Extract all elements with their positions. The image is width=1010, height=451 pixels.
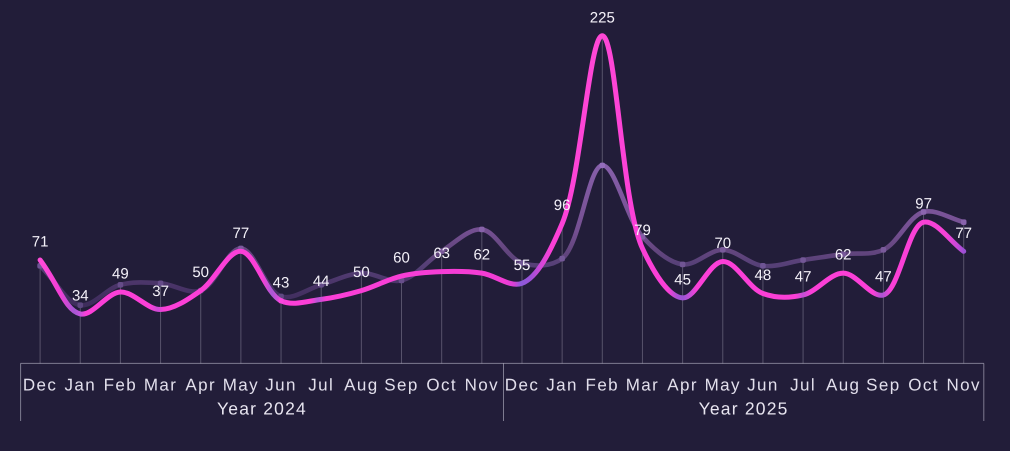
svg-text:Year 2025: Year 2025 [699, 399, 789, 419]
svg-text:45: 45 [674, 271, 691, 288]
svg-text:50: 50 [353, 264, 370, 281]
svg-text:Jul: Jul [790, 376, 816, 395]
svg-text:62: 62 [473, 247, 490, 264]
svg-text:96: 96 [554, 197, 571, 214]
svg-text:Year 2024: Year 2024 [217, 399, 307, 419]
svg-text:37: 37 [152, 283, 169, 300]
svg-text:48: 48 [755, 267, 772, 284]
svg-text:43: 43 [273, 274, 290, 291]
svg-text:77: 77 [955, 225, 972, 242]
svg-text:Jun: Jun [265, 376, 297, 395]
svg-text:Aug: Aug [826, 376, 860, 395]
svg-text:70: 70 [714, 235, 731, 252]
svg-text:49: 49 [112, 266, 129, 283]
svg-text:Sep: Sep [866, 376, 900, 395]
svg-text:Oct: Oct [908, 376, 939, 395]
svg-text:47: 47 [795, 269, 812, 286]
svg-text:Feb: Feb [586, 376, 620, 395]
svg-text:Sep: Sep [384, 376, 418, 395]
svg-text:60: 60 [393, 250, 410, 267]
svg-text:62: 62 [835, 247, 852, 264]
svg-text:Jan: Jan [64, 376, 96, 395]
svg-text:Nov: Nov [946, 376, 980, 395]
svg-text:Jun: Jun [747, 376, 779, 395]
svg-text:Jan: Jan [546, 376, 578, 395]
svg-text:Oct: Oct [426, 376, 457, 395]
svg-text:34: 34 [72, 287, 89, 304]
svg-text:225: 225 [590, 9, 615, 26]
svg-text:Apr: Apr [185, 376, 216, 395]
svg-text:47: 47 [875, 269, 892, 286]
svg-text:Feb: Feb [104, 376, 138, 395]
svg-text:May: May [705, 376, 741, 395]
svg-text:44: 44 [313, 273, 330, 290]
svg-text:55: 55 [514, 257, 531, 274]
svg-text:May: May [223, 376, 259, 395]
svg-text:77: 77 [233, 225, 250, 242]
svg-text:Jul: Jul [308, 376, 334, 395]
svg-text:Apr: Apr [667, 376, 698, 395]
svg-text:97: 97 [915, 196, 932, 213]
svg-text:50: 50 [192, 264, 209, 281]
svg-text:Mar: Mar [626, 376, 659, 395]
svg-text:79: 79 [634, 222, 651, 239]
svg-text:63: 63 [433, 245, 450, 262]
svg-text:Nov: Nov [465, 376, 499, 395]
svg-text:Dec: Dec [505, 376, 539, 395]
svg-text:Aug: Aug [344, 376, 378, 395]
svg-text:71: 71 [32, 234, 49, 251]
svg-text:Mar: Mar [144, 376, 177, 395]
svg-text:Dec: Dec [23, 376, 57, 395]
